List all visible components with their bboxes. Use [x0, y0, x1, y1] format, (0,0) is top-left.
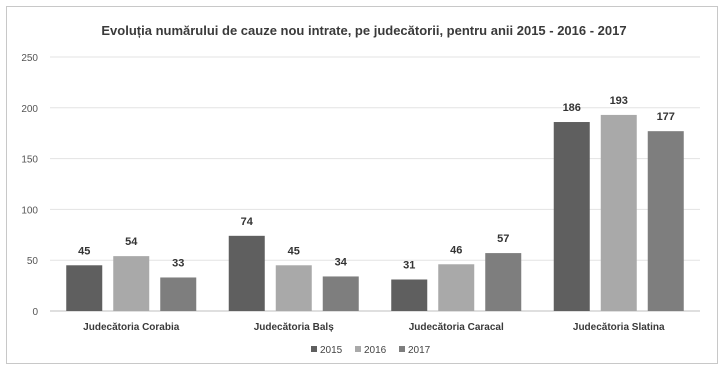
- legend-swatch-2017: [399, 346, 405, 352]
- data-label: 33: [172, 257, 184, 269]
- data-label: 186: [563, 102, 581, 114]
- y-tick-label: 250: [21, 53, 38, 64]
- legend-item-2016: 2016: [364, 345, 387, 356]
- y-tick-label: 200: [21, 104, 38, 115]
- bar-2016: [438, 264, 475, 311]
- legend: 2015 2016 2017: [311, 345, 431, 356]
- data-label: 31: [403, 260, 415, 272]
- bars: [66, 114, 684, 311]
- chart-title: Evoluția numărului de cauze nou intrate,…: [101, 23, 626, 38]
- data-label: 57: [497, 233, 509, 245]
- legend-item-2017: 2017: [408, 345, 431, 356]
- bar-2017: [647, 131, 684, 311]
- bar-2015: [553, 122, 590, 311]
- bar-2017: [322, 276, 359, 311]
- bar-2016: [113, 256, 150, 311]
- x-axis: Judecătoria Corabia Judecătoria Balș Judec…: [83, 322, 665, 333]
- legend-item-2015: 2015: [320, 345, 343, 356]
- data-label: 54: [125, 236, 138, 248]
- data-label: 46: [450, 244, 462, 256]
- data-label: 177: [657, 111, 675, 123]
- bar-2016: [600, 114, 637, 311]
- gridlines: [50, 56, 700, 312]
- data-label: 193: [610, 95, 628, 107]
- y-tick-label: 50: [27, 256, 39, 267]
- data-label: 45: [288, 245, 300, 257]
- bar-2016: [275, 265, 312, 311]
- data-label: 45: [78, 245, 90, 257]
- x-category-label: Judecătoria Balș: [254, 322, 334, 333]
- bar-2015: [66, 265, 103, 311]
- y-axis: 0 50 100 150 200 250: [21, 53, 38, 318]
- bar-2017: [485, 253, 522, 311]
- data-label: 74: [241, 216, 254, 228]
- data-labels: 45 54 33 74 45 34 31 46 57 186 193 177: [78, 95, 675, 272]
- y-tick-label: 150: [21, 155, 38, 166]
- bar-2017: [160, 277, 197, 311]
- data-label: 34: [335, 256, 348, 268]
- bar-2015: [228, 235, 265, 311]
- legend-swatch-2015: [311, 346, 317, 352]
- y-tick-label: 0: [32, 307, 38, 318]
- bar-2015: [391, 279, 428, 311]
- x-category-label: Judecătoria Caracal: [409, 322, 504, 333]
- x-category-label: Judecătoria Slatina: [573, 322, 665, 333]
- y-tick-label: 100: [21, 205, 38, 216]
- legend-swatch-2016: [355, 346, 361, 352]
- x-category-label: Judecătoria Corabia: [83, 322, 180, 333]
